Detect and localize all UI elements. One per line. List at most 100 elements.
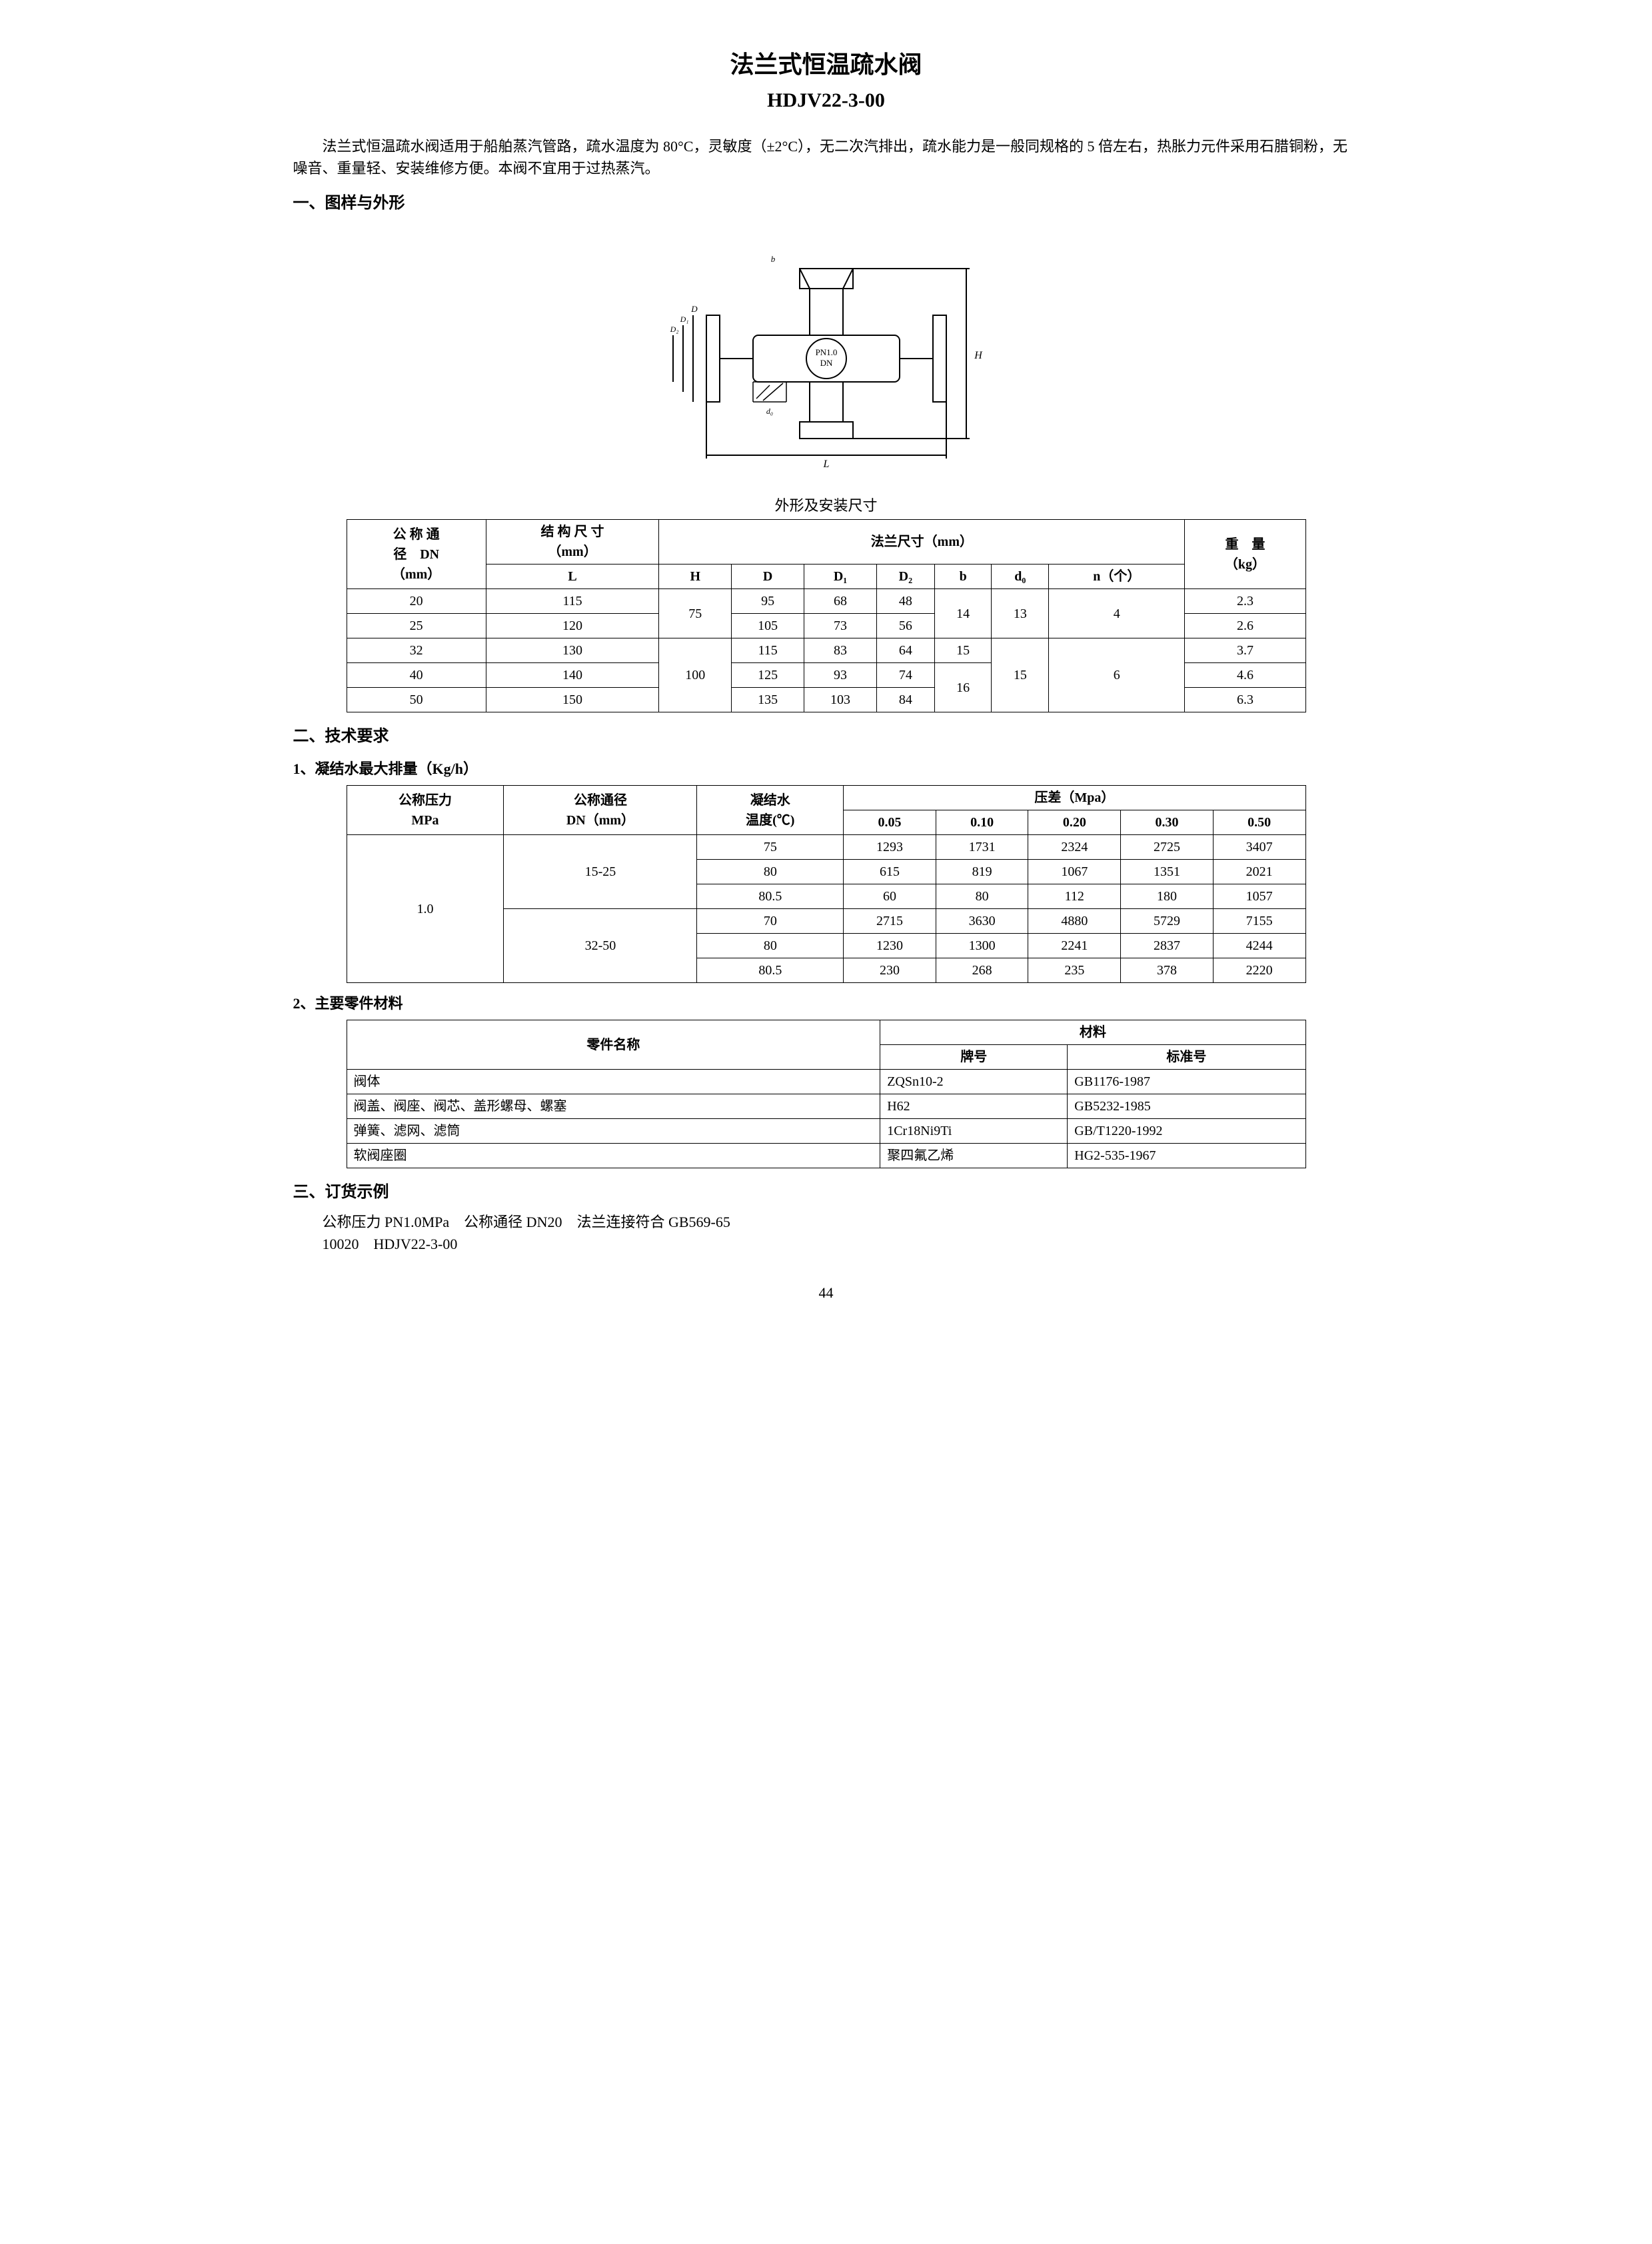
- th-L: L: [486, 564, 659, 589]
- table-cell: 1067: [1028, 860, 1121, 884]
- th-dp-c2: 0.10: [936, 810, 1028, 835]
- th-b: b: [934, 564, 992, 589]
- table-cell: 40: [347, 663, 486, 688]
- table-cell: GB/T1220-1992: [1068, 1119, 1305, 1144]
- table-cell: 93: [804, 663, 877, 688]
- table-row: 321301001158364151563.7: [347, 638, 1305, 663]
- table-cell: 14: [934, 589, 992, 638]
- diagram-label-D: D: [690, 304, 698, 314]
- table-cell: 56: [876, 614, 934, 638]
- table-cell: 2725: [1121, 835, 1214, 860]
- table-cell: HG2-535-1967: [1068, 1144, 1305, 1168]
- table-cell: 73: [804, 614, 877, 638]
- order-example: 公称压力 PN1.0MPa 公称通径 DN20 法兰连接符合 GB569-65 …: [323, 1211, 1359, 1255]
- table-cell: 4880: [1028, 909, 1121, 934]
- table-cell: 74: [876, 663, 934, 688]
- th-D1: D₁: [804, 564, 877, 589]
- table-cell: 6.3: [1185, 688, 1305, 712]
- diagram-label-L: L: [822, 459, 829, 470]
- table-row: 1.015-257512931731232427253407: [347, 835, 1305, 860]
- table-cell: 615: [844, 860, 936, 884]
- table-cell: 32: [347, 638, 486, 663]
- table-cell: 125: [732, 663, 804, 688]
- table-cell: 2021: [1213, 860, 1305, 884]
- order-line-1: 公称压力 PN1.0MPa 公称通径 DN20 法兰连接符合 GB569-65: [323, 1211, 1359, 1233]
- table-cell: 1Cr18Ni9Ti: [880, 1119, 1068, 1144]
- table-cell: 1293: [844, 835, 936, 860]
- diagram-label-H: H: [974, 350, 983, 361]
- table-cell: 115: [732, 638, 804, 663]
- section-3-heading: 三、订货示例: [293, 1180, 1359, 1204]
- table-cell: 64: [876, 638, 934, 663]
- table-cell: 84: [876, 688, 934, 712]
- table-cell: 6: [1049, 638, 1185, 712]
- th-weight: 重 量 （kg）: [1185, 520, 1305, 589]
- table-cell: 80: [697, 860, 844, 884]
- table-cell: ZQSn10-2: [880, 1070, 1068, 1094]
- table-cell: 819: [936, 860, 1028, 884]
- table-cell: 83: [804, 638, 877, 663]
- table-cell: 115: [486, 589, 659, 614]
- th-dp-c3: 0.20: [1028, 810, 1121, 835]
- mat-table-body: 阀体ZQSn10-2GB1176-1987阀盖、阀座、阀芯、盖形螺母、螺塞H62…: [347, 1070, 1305, 1168]
- th-dp-temp: 凝结水 温度(℃): [697, 786, 844, 835]
- table-cell: 75: [659, 589, 732, 638]
- th-dn: 公 称 通 径 DN （mm）: [347, 520, 486, 589]
- table-cell: 103: [804, 688, 877, 712]
- table-cell: 3.7: [1185, 638, 1305, 663]
- diagram-container: PN1.0 DN L H D D₁ D₂ b d₀: [293, 229, 1359, 488]
- diagram-label-d0: d₀: [766, 407, 772, 416]
- table-cell: 120: [486, 614, 659, 638]
- th-dp-c5: 0.50: [1213, 810, 1305, 835]
- diagram-label-D1: D₁: [679, 315, 688, 324]
- section-2-heading: 二、技术要求: [293, 724, 1359, 748]
- th-flange: 法兰尺寸（mm）: [659, 520, 1185, 564]
- table-cell: 4244: [1213, 934, 1305, 958]
- page-number: 44: [293, 1282, 1359, 1304]
- table-cell: 32-50: [504, 909, 697, 983]
- diagram-label-D2: D₂: [669, 325, 678, 334]
- table-cell: 100: [659, 638, 732, 712]
- table-cell: 135: [732, 688, 804, 712]
- th-struct: 结 构 尺 寸 （mm）: [486, 520, 659, 564]
- diagram-label-b: b: [770, 254, 775, 264]
- table-cell: 2.6: [1185, 614, 1305, 638]
- th-mat: 材料: [880, 1020, 1305, 1045]
- intro-paragraph: 法兰式恒温疏水阀适用于船舶蒸汽管路，疏水温度为 80°C，灵敏度（±2°C），无…: [293, 135, 1359, 179]
- table-cell: 80.5: [697, 884, 844, 909]
- table-row: 软阀座圈聚四氟乙烯HG2-535-1967: [347, 1144, 1305, 1168]
- table-cell: 25: [347, 614, 486, 638]
- th-H: H: [659, 564, 732, 589]
- table-cell: 105: [732, 614, 804, 638]
- displacement-table: 公称压力 MPa 公称通径 DN（mm） 凝结水 温度(℃) 压差（Mpa） 0…: [347, 785, 1306, 983]
- table-cell: 268: [936, 958, 1028, 983]
- table-cell: 3630: [936, 909, 1028, 934]
- model-number: HDJV22-3-00: [293, 85, 1359, 115]
- table-cell: 1230: [844, 934, 936, 958]
- table-cell: 95: [732, 589, 804, 614]
- table-cell: 48: [876, 589, 934, 614]
- table-cell: 75: [697, 835, 844, 860]
- th-grade: 牌号: [880, 1045, 1068, 1070]
- table-cell: 13: [992, 589, 1049, 638]
- th-dp-pn: 公称压力 MPa: [347, 786, 504, 835]
- table-cell: 2220: [1213, 958, 1305, 983]
- table-row: 2011575956848141342.3: [347, 589, 1305, 614]
- size-table: 公 称 通 径 DN （mm） 结 构 尺 寸 （mm） 法兰尺寸（mm） 重 …: [347, 519, 1306, 712]
- table-cell: GB1176-1987: [1068, 1070, 1305, 1094]
- table-cell: 2715: [844, 909, 936, 934]
- table-cell: 60: [844, 884, 936, 909]
- th-D: D: [732, 564, 804, 589]
- table-cell: 1351: [1121, 860, 1214, 884]
- table-cell: 阀体: [347, 1070, 880, 1094]
- table-cell: 15: [934, 638, 992, 663]
- table-cell: 130: [486, 638, 659, 663]
- table-cell: 15-25: [504, 835, 697, 909]
- table-cell: 1300: [936, 934, 1028, 958]
- table-cell: 7155: [1213, 909, 1305, 934]
- section-2-1-heading: 1、凝结水最大排量（Kg/h）: [293, 758, 1359, 780]
- table-cell: 聚四氟乙烯: [880, 1144, 1068, 1168]
- th-D2: D₂: [876, 564, 934, 589]
- table-cell: 4.6: [1185, 663, 1305, 688]
- th-n: n（个）: [1049, 564, 1185, 589]
